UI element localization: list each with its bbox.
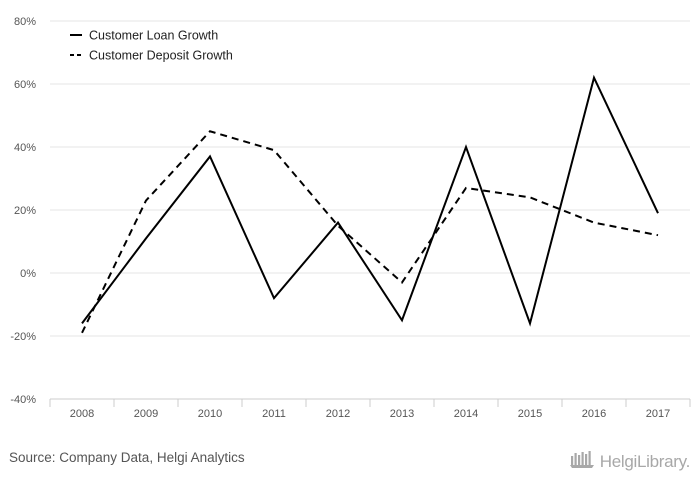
x-tick-label: 2017: [646, 408, 670, 420]
y-tick-label: 40%: [14, 142, 36, 154]
grid-lines: [50, 21, 690, 336]
data-point[interactable]: [335, 223, 341, 229]
brand-name: HelgiLibrary.: [600, 452, 690, 472]
data-point[interactable]: [527, 320, 533, 326]
data-point[interactable]: [143, 235, 149, 241]
x-tick-label: 2009: [134, 408, 158, 420]
data-point[interactable]: [591, 75, 597, 81]
source-note: Source: Company Data, Helgi Analytics: [9, 450, 245, 465]
x-tick-label: 2010: [198, 408, 222, 420]
y-tick-label: 60%: [14, 79, 36, 91]
data-point[interactable]: [527, 194, 533, 200]
x-tick-label: 2008: [70, 408, 94, 420]
data-point[interactable]: [271, 147, 277, 153]
loan-growth-line[interactable]: [82, 78, 658, 324]
x-axis: 2008 2009 2010 2011 2012 2013 2014 2015 2016 2017: [50, 399, 690, 420]
y-tick-label: 0%: [20, 268, 36, 280]
data-point[interactable]: [655, 210, 661, 216]
x-tick-label: 2015: [518, 408, 542, 420]
data-point[interactable]: [463, 185, 469, 191]
x-tick-label: 2013: [390, 408, 414, 420]
chart: -40% -20% 0% 20% 40% 60% 80% 2008 2009 2010 2011 2…: [0, 0, 700, 483]
data-point[interactable]: [591, 220, 597, 226]
data-point[interactable]: [399, 317, 405, 323]
y-tick-label: -40%: [10, 394, 36, 406]
legend-label: Customer Loan Growth: [89, 29, 218, 43]
data-point[interactable]: [79, 330, 85, 336]
y-tick-label: -20%: [10, 331, 36, 343]
legend-label: Customer Deposit Growth: [89, 49, 233, 63]
y-tick-label: 80%: [14, 16, 36, 28]
data-point[interactable]: [463, 144, 469, 150]
legend-item[interactable]: Customer Deposit Growth: [70, 49, 233, 63]
x-tick-label: 2011: [262, 408, 286, 420]
data-point[interactable]: [143, 198, 149, 204]
brand-logo[interactable]: HelgiLibrary.: [570, 449, 690, 474]
data-point[interactable]: [207, 128, 213, 134]
legend-item[interactable]: Customer Loan Growth: [70, 29, 218, 43]
x-tick-label: 2016: [582, 408, 606, 420]
data-point[interactable]: [271, 295, 277, 301]
data-point[interactable]: [399, 279, 405, 285]
legend: Customer Loan Growth Customer Deposit Gro…: [70, 29, 233, 63]
series-lines: [79, 75, 661, 336]
x-tick-label: 2012: [326, 408, 350, 420]
data-point[interactable]: [655, 232, 661, 238]
y-axis: -40% -20% 0% 20% 40% 60% 80%: [10, 16, 36, 406]
chart-canvas: -40%-20%0%20%40%60%80% 2008 2009 2010 2011 2…: [0, 0, 700, 483]
data-point[interactable]: [207, 153, 213, 159]
y-tick-label: 20%: [14, 205, 36, 217]
x-tick-label: 2014: [454, 408, 478, 420]
library-icon: [570, 449, 596, 474]
data-point[interactable]: [79, 320, 85, 326]
